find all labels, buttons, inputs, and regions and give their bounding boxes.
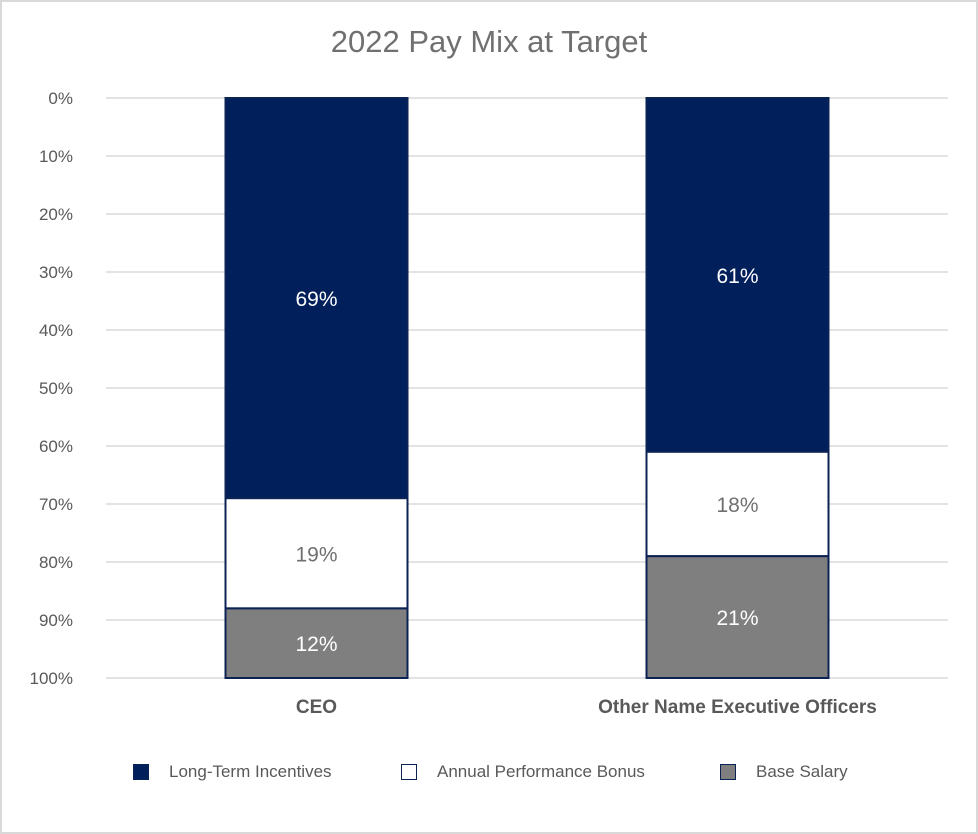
y-tick-label: 100%	[30, 669, 73, 688]
legend-label: Annual Performance Bonus	[437, 762, 645, 781]
legend-item-annual-performance-bonus: Annual Performance Bonus	[401, 762, 645, 782]
chart-title: 2022 Pay Mix at Target	[330, 24, 648, 59]
legend-swatch-base-salary	[720, 764, 736, 780]
data-label: 69%	[295, 288, 337, 311]
y-tick-label: 30%	[39, 263, 73, 282]
bar-segment	[645, 450, 830, 558]
bar-segment	[645, 97, 830, 453]
y-tick-label: 50%	[39, 379, 73, 398]
legend-label: Base Salary	[756, 762, 848, 781]
legend-swatch-long-term-incentives	[133, 764, 149, 780]
legend-item-base-salary: Base Salary	[720, 762, 848, 782]
y-tick-label: 40%	[39, 321, 73, 340]
data-label: 61%	[716, 265, 758, 288]
y-tick-label: 60%	[39, 437, 73, 456]
bar-segment	[224, 497, 409, 610]
bar-segment	[224, 97, 409, 500]
legend-label: Long-Term Incentives	[169, 762, 332, 781]
data-label: 19%	[295, 543, 337, 566]
y-tick-label: 0%	[48, 89, 73, 108]
y-tick-label: 90%	[39, 611, 73, 630]
data-label: 18%	[716, 494, 758, 517]
y-tick-label: 20%	[39, 205, 73, 224]
x-tick-label: CEO	[296, 697, 337, 718]
legend-item-long-term-incentives: Long-Term Incentives	[133, 762, 332, 782]
y-tick-label: 70%	[39, 495, 73, 514]
x-tick-label: Other Name Executive Officers	[598, 697, 877, 718]
y-tick-label: 80%	[39, 553, 73, 572]
bar-segment	[645, 555, 830, 680]
legend-swatch-annual-performance-bonus	[401, 764, 417, 780]
bar-segment	[224, 607, 409, 680]
data-label: 12%	[295, 633, 337, 656]
y-tick-label: 10%	[39, 147, 73, 166]
data-label: 21%	[716, 607, 758, 630]
